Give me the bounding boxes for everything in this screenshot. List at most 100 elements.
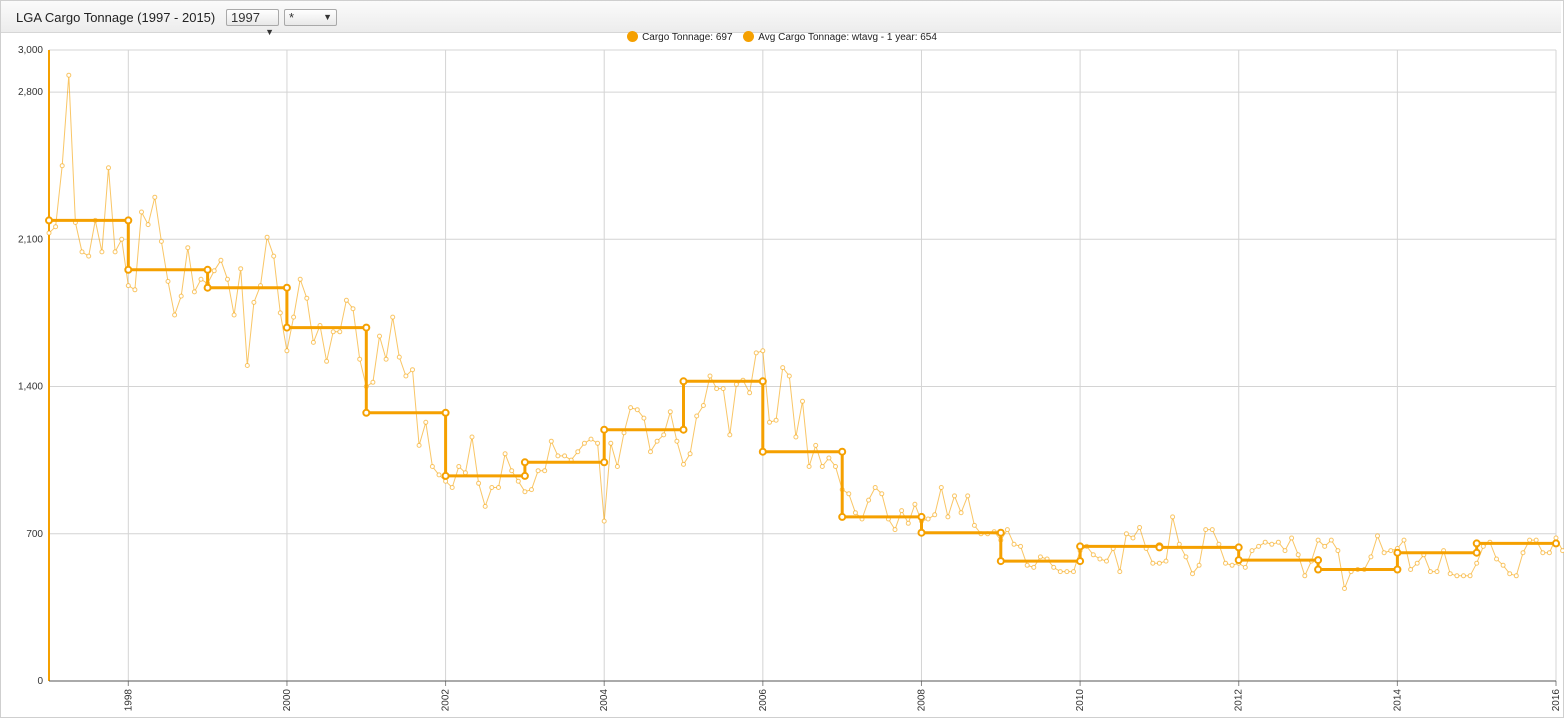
legend-swatch-icon [627,31,639,42]
data-point [1447,571,1453,577]
data-point [1249,548,1255,554]
step-point [917,528,926,537]
step-point [441,471,450,480]
data-point [1090,552,1096,558]
legend-item-avg-cargo-tonnage[interactable]: Avg Cargo Tonnage: wtavg - 1 year: 654 [743,31,937,43]
data-point [661,432,667,438]
data-point [945,514,951,520]
data-point [1242,564,1248,570]
data-point [1474,560,1480,566]
data-point [324,358,330,364]
data-point [198,276,204,282]
data-point [1256,543,1262,549]
data-point [555,453,561,459]
data-point [1560,548,1564,554]
data-point [350,306,356,312]
legend-item-cargo-tonnage[interactable]: Cargo Tonnage: 697 [627,31,733,43]
data-point [515,478,521,484]
data-point [139,209,144,215]
data-point [416,442,422,448]
data-point [271,253,277,259]
data-point [1546,550,1552,556]
data-point [238,266,244,272]
series-dropdown-value: * [289,10,295,25]
data-point [1461,573,1466,579]
data-point [694,413,700,419]
data-point [125,283,131,289]
avg-cargo-tonnage-step-line [49,218,1556,571]
data-point [1156,560,1162,566]
data-point [211,268,217,274]
step-point [282,283,291,292]
year-dropdown[interactable]: 1997 ▼ [226,9,279,37]
y-tick-label: 1,400 [18,382,43,393]
data-point [826,455,832,461]
data-point [700,403,706,408]
data-point [396,354,402,360]
widget-header: LGA Cargo Tonnage (1997 - 2015) 1997 ▼ *… [1,1,1561,37]
data-point [172,312,178,318]
data-point [370,379,376,385]
data-point [773,417,779,423]
data-point [1262,539,1268,545]
data-point [634,407,640,413]
data-point [687,451,693,457]
step-point [203,283,212,292]
data-point [1196,562,1202,568]
chart-axes [48,50,1557,686]
data-point [786,373,792,379]
data-point [542,468,548,474]
data-point [1427,569,1433,575]
step-point [996,528,1005,537]
y-tick-label: 2,800 [18,87,43,98]
step-point [600,425,609,434]
y-tick-label: 2,100 [18,234,43,245]
step-point [679,377,688,386]
data-point [1183,554,1189,560]
data-point [462,470,468,476]
data-point [628,405,634,411]
step-point [203,265,212,274]
data-point [383,356,389,362]
legend-swatch-icon [743,31,755,42]
data-point [648,449,653,455]
data-point [456,464,462,469]
data-point [793,434,799,440]
data-point [297,276,303,282]
data-point [112,249,118,255]
step-point [1393,565,1402,574]
data-point [449,485,455,490]
data-point [476,480,482,486]
data-point [806,464,812,469]
series-dropdown[interactable]: * ▼ [284,9,337,26]
data-point [892,527,898,533]
data-point [436,472,442,478]
data-point [654,438,660,444]
data-point [390,314,396,320]
data-point [469,434,475,440]
step-point [520,471,529,480]
data-point [714,386,720,392]
step-point [45,216,53,225]
data-point [145,222,151,228]
data-point [1011,541,1017,547]
data-point [767,419,772,425]
data-point [720,386,726,392]
data-point [86,253,92,259]
data-point [905,520,911,526]
step-point [838,447,847,456]
data-point [46,230,52,236]
data-point [1203,527,1209,533]
data-point [952,493,957,499]
data-point [1401,537,1407,543]
chart-legend: Cargo Tonnage: 697 Avg Cargo Tonnage: wt… [0,31,1564,43]
data-point [1051,564,1057,570]
data-point [852,510,858,516]
data-point [1004,527,1010,533]
step-point [362,323,371,332]
data-point [1454,573,1460,579]
step-point [1234,543,1243,552]
data-point [1289,535,1295,541]
data-point [1150,560,1156,566]
data-point [310,339,316,345]
